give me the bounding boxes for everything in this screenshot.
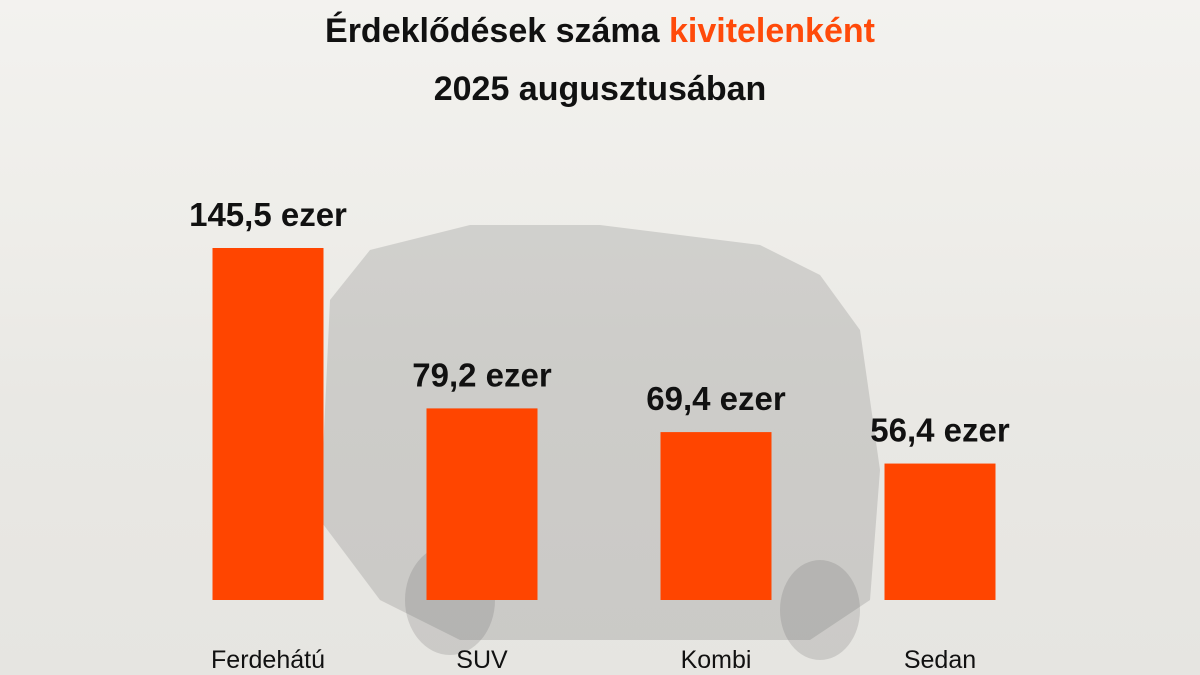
title-line-1: Érdeklődések száma kivitelenként bbox=[0, 2, 1200, 60]
data-label-ferdehátú: 145,5 ezer bbox=[189, 196, 347, 233]
category-label-kombi: Kombi bbox=[681, 646, 752, 674]
category-label-suv: SUV bbox=[456, 646, 508, 674]
category-label-ferdehátú: Ferdehátú bbox=[211, 646, 325, 674]
bar-kombi bbox=[660, 432, 772, 600]
bar-ferdehátú bbox=[212, 248, 324, 600]
bar-suv bbox=[426, 408, 538, 600]
title-accent: kivitelenként bbox=[668, 12, 875, 50]
data-label-kombi: 69,4 ezer bbox=[646, 380, 786, 417]
chart-title: Érdeklődések száma kivitelenként 2025 au… bbox=[0, 2, 1200, 118]
title-line-2: 2025 augusztusában bbox=[433, 70, 767, 108]
category-label-sedan: Sedan bbox=[904, 646, 976, 674]
data-label-sedan: 56,4 ezer bbox=[870, 412, 1010, 449]
data-label-suv: 79,2 ezer bbox=[412, 356, 552, 393]
title-part-1: Érdeklődések száma bbox=[325, 12, 669, 50]
bar-sedan bbox=[884, 463, 996, 600]
